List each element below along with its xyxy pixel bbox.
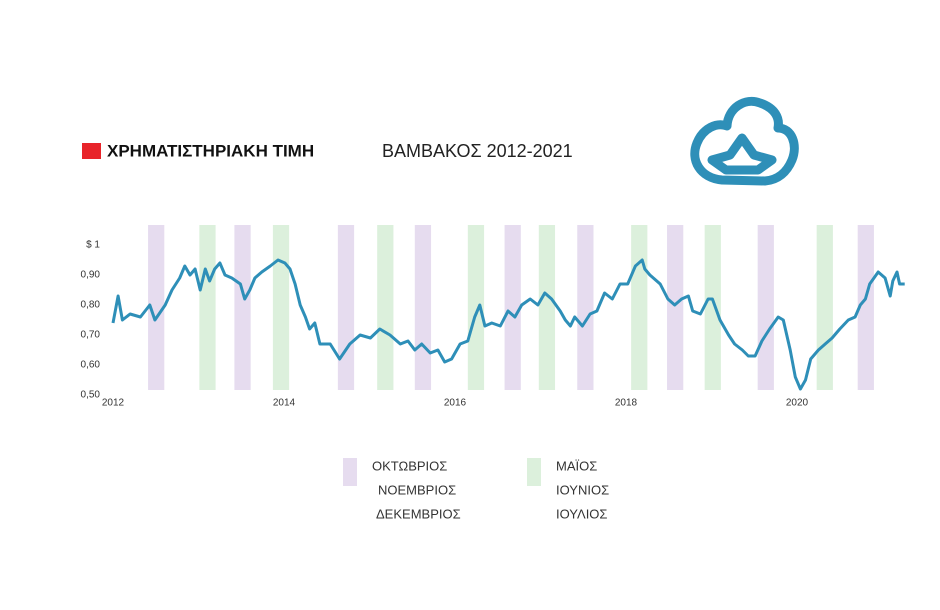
season-band: [757, 225, 774, 390]
legend-swatch: [343, 458, 357, 486]
x-tick-label: 2012: [102, 398, 125, 409]
legend-label: ΟΚΤΩΒΡΙΟΣ: [372, 458, 447, 473]
x-tick-label: 2020: [786, 398, 809, 409]
title-marker: [82, 143, 101, 159]
y-tick-label: 0,90: [81, 270, 101, 281]
legend-label: ΙΟΥΛΙΟΣ: [556, 506, 607, 521]
season-band: [199, 225, 216, 390]
cotton-icon: [690, 97, 799, 186]
cloud: [690, 97, 799, 186]
y-tick-label: 0,80: [81, 300, 101, 311]
y-tick-label: 0,70: [81, 330, 101, 341]
season-band: [704, 225, 721, 390]
x-tick-label: 2018: [615, 398, 638, 409]
season-band: [816, 225, 833, 390]
legend-swatch: [527, 458, 541, 486]
x-tick-label: 2014: [273, 398, 296, 409]
y-tick-label: $ 1: [86, 240, 100, 251]
season-band: [577, 225, 594, 390]
chart-title: ΧΡΗΜΑΤΙΣΤΗΡΙΑΚΗ ΤΙΜΗ: [107, 141, 314, 160]
y-tick-label: 0,60: [81, 360, 101, 371]
y-tick-label: 0,50: [81, 390, 101, 401]
season-band: [504, 225, 521, 390]
x-tick-label: 2016: [444, 398, 467, 409]
season-band: [272, 225, 290, 390]
season-band: [337, 225, 355, 390]
season-band: [377, 225, 394, 390]
chart-title: ΒΑΜΒΑΚΟΣ 2012-2021: [382, 141, 573, 161]
bands: [148, 225, 874, 390]
season-band: [414, 225, 432, 390]
legend-label: ΙΟΥΝΙΟΣ: [556, 482, 609, 497]
season-band: [467, 225, 485, 390]
boll: [707, 133, 777, 175]
legend-label: ΔΕΚΕΜΒΡΙΟΣ: [376, 506, 461, 521]
season-band: [234, 225, 251, 390]
season-band: [538, 225, 556, 390]
season-band: [631, 225, 648, 390]
legend-label: ΜΑΪΟΣ: [556, 458, 597, 473]
legend-label: ΝΟΕΜΒΡΙΟΣ: [378, 482, 456, 497]
season-band: [667, 225, 684, 390]
price-line: [111, 258, 905, 391]
season-band: [857, 225, 874, 390]
season-band: [148, 225, 165, 390]
